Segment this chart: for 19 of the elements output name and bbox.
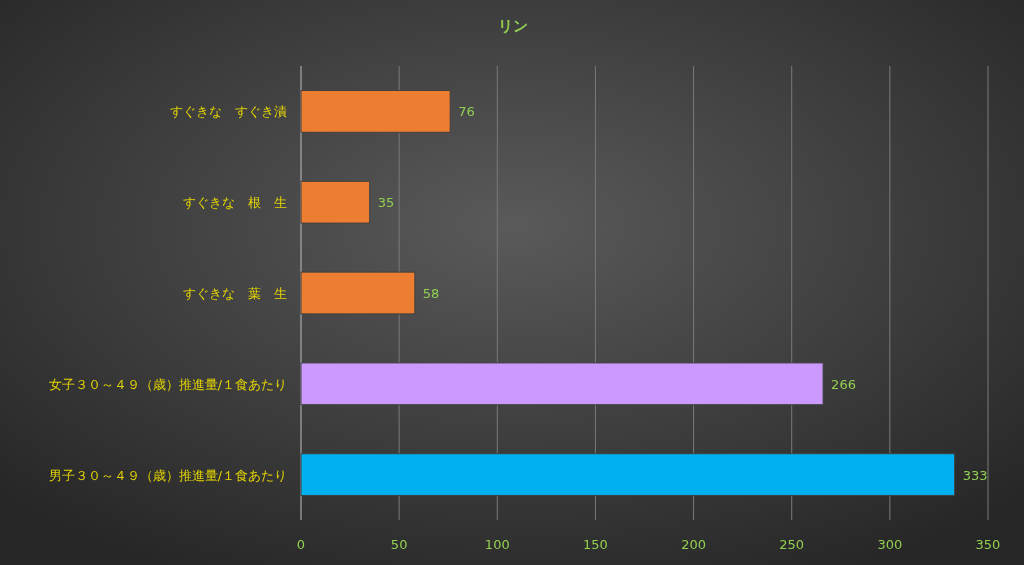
x-tick-label: 350 [975, 537, 1001, 552]
y-tick-label: すぐきな すぐき漬 [170, 104, 287, 120]
data-label: 58 [422, 286, 440, 301]
x-tick-label: 300 [877, 537, 903, 552]
data-label: 333 [962, 467, 988, 483]
y-tick-label: すぐきな 葉 生 [183, 286, 287, 301]
x-tick-label: 150 [583, 537, 608, 552]
y-tick-label: 男子３０～４９（歳）推進量/１食あたり [48, 467, 287, 483]
x-tick-label: 0 [296, 537, 306, 552]
data-label: 266 [831, 376, 856, 392]
chart-title: リン [497, 17, 528, 35]
x-tick-label: 200 [681, 537, 706, 552]
y-tick-label: 女子３０～４９（歳）推進量/１食あたり [48, 376, 287, 392]
data-label: 35 [377, 195, 395, 211]
x-tick-label: 50 [390, 537, 408, 552]
y-tick-label: すぐきな 根 生 [183, 195, 287, 211]
x-tick-label: 100 [484, 537, 510, 552]
data-label: 76 [458, 104, 475, 120]
x-tick-label: 250 [779, 537, 805, 552]
